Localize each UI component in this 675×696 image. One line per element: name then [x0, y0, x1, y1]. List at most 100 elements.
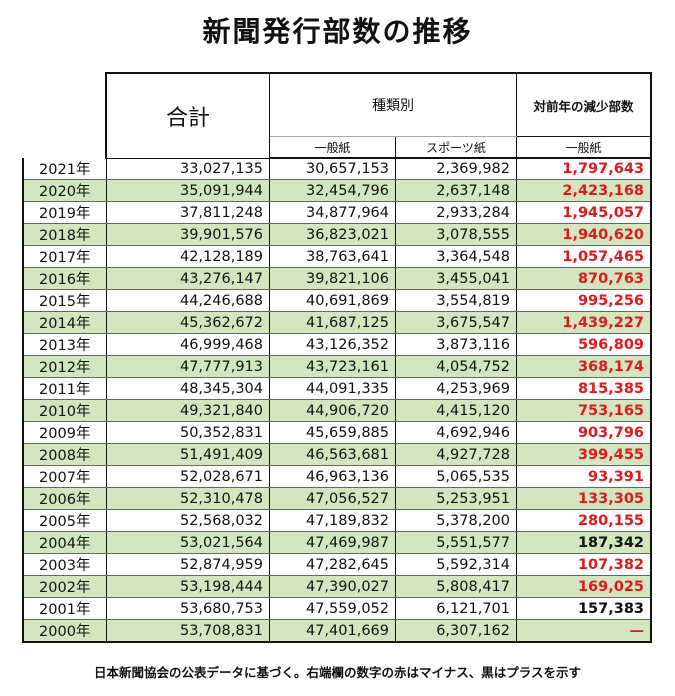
general-cell: 32,454,796: [269, 179, 396, 202]
table-row: 2012年 47,777,913 43,723,161 4,054,752 368,17…: [22, 355, 652, 378]
decrease-cell: 1,797,643: [516, 158, 652, 180]
sports-cell: 3,675,547: [395, 311, 517, 334]
sports-cell: 3,554,819: [395, 289, 517, 312]
table-row: 2019年 37,811,248 34,877,964 2,933,284 1,945,…: [22, 201, 652, 224]
total-cell: 52,568,032: [106, 509, 270, 532]
general-cell: 39,821,106: [269, 267, 396, 290]
decrease-cell: 995,256: [516, 289, 652, 312]
general-cell: 43,126,352: [269, 333, 396, 356]
year-cell: 2015年: [22, 289, 107, 312]
year-cell: 2008年: [22, 443, 107, 466]
decrease-cell: 1,439,227: [516, 311, 652, 334]
year-cell: 2013年: [22, 333, 107, 356]
general-cell: 40,691,869: [269, 289, 396, 312]
total-cell: 37,811,248: [106, 201, 270, 224]
table-row: 2011年 48,345,304 44,091,335 4,253,969 815,38…: [22, 377, 652, 400]
total-cell: 46,999,468: [106, 333, 270, 356]
decrease-cell: 1,057,465: [516, 245, 652, 268]
sports-cell: 2,933,284: [395, 201, 517, 224]
total-cell: 50,352,831: [106, 421, 270, 444]
total-cell: 44,246,688: [106, 289, 270, 312]
table-row: 2004年 53,021,564 47,469,987 5,551,577 187,34…: [22, 531, 652, 554]
general-cell: 34,877,964: [269, 201, 396, 224]
general-cell: 47,401,669: [269, 619, 396, 643]
year-cell: 2010年: [22, 399, 107, 422]
table-row: 2020年 35,091,944 32,454,796 2,637,148 2,423,…: [22, 179, 652, 202]
table-row: 2006年 52,310,478 47,056,527 5,253,951 133,30…: [22, 487, 652, 510]
total-cell: 51,491,409: [106, 443, 270, 466]
sports-cell: 2,369,982: [395, 158, 517, 180]
decrease-cell: 753,165: [516, 399, 652, 422]
total-cell: 53,198,444: [106, 575, 270, 598]
decrease-cell: 368,174: [516, 355, 652, 378]
general-cell: 41,687,125: [269, 311, 396, 334]
decrease-cell: 815,385: [516, 377, 652, 400]
decrease-cell: 903,796: [516, 421, 652, 444]
circulation-table: 合計 種類別 対前年の減少部数 一般紙 スポーツ紙 一般紙 2021年 33,02…: [22, 72, 652, 643]
total-cell: 52,874,959: [106, 553, 270, 576]
decrease-cell: 596,809: [516, 333, 652, 356]
table-row: 2013年 46,999,468 43,126,352 3,873,116 596,80…: [22, 333, 652, 356]
corner-cell: [23, 73, 107, 137]
corner-cell-lower: [23, 136, 107, 158]
total-cell: 42,128,189: [106, 245, 270, 268]
sports-cell: 6,307,162: [395, 619, 517, 643]
sports-cell: 3,455,041: [395, 267, 517, 290]
general-cell: 47,559,052: [269, 597, 396, 620]
year-cell: 2017年: [22, 245, 107, 268]
decrease-cell: —: [516, 619, 652, 643]
table-row: 2003年 52,874,959 47,282,645 5,592,314 107,38…: [22, 553, 652, 576]
table-row: 2000年 53,708,831 47,401,669 6,307,162—: [22, 619, 652, 643]
year-cell: 2009年: [22, 421, 107, 444]
year-cell: 2014年: [22, 311, 107, 334]
year-cell: 2012年: [22, 355, 107, 378]
decrease-cell: 870,763: [516, 267, 652, 290]
decrease-cell: 169,025: [516, 575, 652, 598]
table-row: 2009年 50,352,831 45,659,885 4,692,946 903,79…: [22, 421, 652, 444]
total-cell: 35,091,944: [106, 179, 270, 202]
table-row: 2007年 52,028,671 46,963,136 5,065,535 93,391: [22, 465, 652, 488]
sports-cell: 4,253,969: [395, 377, 517, 400]
sports-cell: 4,927,728: [395, 443, 517, 466]
decrease-cell: 1,945,057: [516, 201, 652, 224]
table-row: 2021年 33,027,135 30,657,153 2,369,982 1,797,…: [22, 158, 652, 180]
table-row: 2018年 39,901,576 36,823,021 3,078,555 1,940,…: [22, 223, 652, 246]
general-cell: 47,189,832: [269, 509, 396, 532]
sports-cell: 4,692,946: [395, 421, 517, 444]
decrease-cell: 157,383: [516, 597, 652, 620]
table-row: 2014年 45,362,672 41,687,125 3,675,547 1,439,…: [22, 311, 652, 334]
total-cell: 39,901,576: [106, 223, 270, 246]
total-cell: 45,362,672: [106, 311, 270, 334]
year-cell: 2005年: [22, 509, 107, 532]
total-cell: 53,708,831: [106, 619, 270, 643]
table-row: 2008年 51,491,409 46,563,681 4,927,728 399,45…: [22, 443, 652, 466]
table-row: 2016年 43,276,147 39,821,106 3,455,041 870,76…: [22, 267, 652, 290]
general-cell: 47,056,527: [269, 487, 396, 510]
sports-cell: 4,415,120: [395, 399, 517, 422]
sports-cell: 5,808,417: [395, 575, 517, 598]
general-cell: 36,823,021: [269, 223, 396, 246]
total-cell: 33,027,135: [106, 158, 270, 180]
total-header: 合計: [105, 72, 270, 159]
table-row: 2015年 44,246,688 40,691,869 3,554,819 995,25…: [22, 289, 652, 312]
sports-cell: 4,054,752: [395, 355, 517, 378]
page-title: 新聞発行部数の推移: [202, 15, 473, 48]
sports-cell: 3,078,555: [395, 223, 517, 246]
total-cell: 52,028,671: [106, 465, 270, 488]
total-cell: 47,777,913: [106, 355, 270, 378]
sports-cell: 5,551,577: [395, 531, 517, 554]
year-cell: 2019年: [22, 201, 107, 224]
year-cell: 2007年: [22, 465, 107, 488]
general-cell: 47,282,645: [269, 553, 396, 576]
decrease-cell: 280,155: [516, 509, 652, 532]
sports-cell: 5,592,314: [395, 553, 517, 576]
general-cell: 30,657,153: [269, 158, 396, 180]
decrease-cell: 2,423,168: [516, 179, 652, 202]
general-header: 一般紙: [269, 136, 396, 159]
year-cell: 2000年: [22, 619, 107, 643]
decrease-cell: 93,391: [516, 465, 652, 488]
year-cell: 2016年: [22, 267, 107, 290]
general-cell: 45,659,885: [269, 421, 396, 444]
kinds-header: 種類別: [269, 72, 517, 137]
total-cell: 49,321,840: [106, 399, 270, 422]
